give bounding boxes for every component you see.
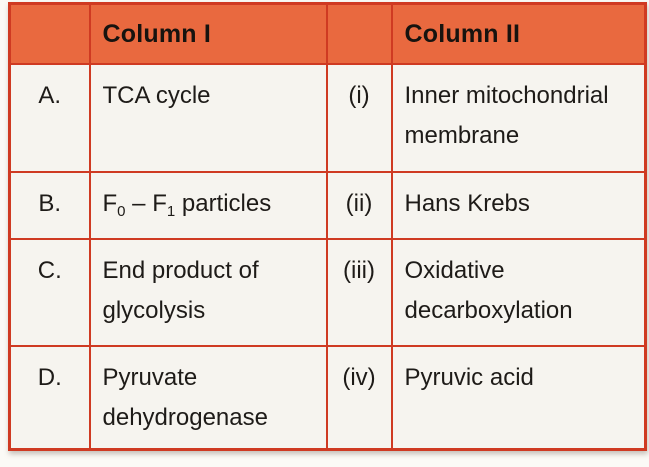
subscript: 1: [166, 203, 176, 220]
header-corner-cell: [8, 2, 91, 65]
scanned-table-page: Column I Column II A. TCA cycle (i) Inne…: [8, 2, 647, 451]
column1-item: TCA cycle: [88, 63, 328, 173]
table-row: D. Pyruvate dehydrogenase (iv) Pyruvic a…: [8, 345, 647, 450]
header-numeral-cell: [325, 2, 393, 65]
matching-table: Column I Column II A. TCA cycle (i) Inne…: [8, 2, 647, 451]
row-letter: B.: [8, 171, 91, 240]
table-row: A. TCA cycle (i) Inner mitochondrial mem…: [8, 63, 647, 173]
subscript: 0: [117, 203, 126, 220]
roman-numeral: (iv): [325, 345, 393, 450]
header-row: Column I Column II: [8, 2, 647, 65]
column2-item: Oxidative decarboxylation: [390, 238, 647, 347]
column1-item: End product of glycolysis: [88, 238, 328, 347]
header-column2: Column II: [390, 2, 647, 65]
row-letter: D.: [8, 345, 91, 450]
table-row: B. F0 – F1 particles (ii) Hans Krebs: [8, 171, 647, 240]
row-letter: A.: [8, 63, 91, 173]
item-text: – F: [125, 190, 167, 217]
row-letter: C.: [8, 238, 91, 347]
column2-item: Hans Krebs: [390, 171, 647, 240]
roman-numeral: (iii): [325, 238, 393, 347]
column1-item: Pyruvate dehydrogenase: [88, 345, 328, 450]
table-row: C. End product of glycolysis (iii) Oxida…: [8, 238, 647, 347]
column1-item: F0 – F1 particles: [88, 171, 328, 240]
header-column1: Column I: [88, 2, 328, 65]
column2-item: Pyruvic acid: [390, 345, 647, 450]
roman-numeral: (i): [325, 63, 393, 173]
roman-numeral: (ii): [325, 171, 393, 240]
column2-item: Inner mitochondrial membrane: [390, 63, 647, 173]
item-text: particles: [175, 190, 272, 217]
item-text: F: [102, 190, 118, 217]
